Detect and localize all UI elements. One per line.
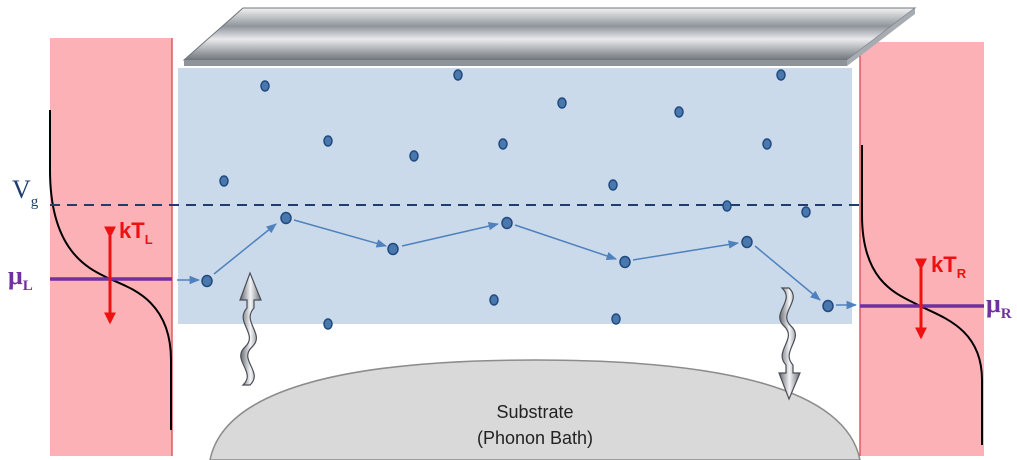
substrate-label: Substrate <box>496 402 573 422</box>
electron-dots <box>201 69 834 330</box>
phonon-absorption-arrow <box>239 271 262 386</box>
electron-dot <box>501 216 513 230</box>
electron-dot <box>619 255 631 269</box>
channel-region <box>178 68 852 324</box>
electron-dot <box>608 179 618 191</box>
transport-path <box>177 219 858 310</box>
electron-dot <box>409 150 419 162</box>
kT-left-label: kTL <box>119 218 153 247</box>
electron-dot <box>822 299 834 313</box>
electron-dot <box>776 69 786 81</box>
path-arrow <box>514 224 617 260</box>
electron-dot <box>323 318 333 330</box>
gate-voltage-label: Vg <box>12 175 39 210</box>
electron-dot <box>489 294 499 306</box>
electron-dot <box>323 135 333 147</box>
substrate-shape <box>209 359 861 460</box>
electron-dot <box>280 211 292 225</box>
mu-right-label: μR <box>986 289 1012 322</box>
electron-dot <box>201 274 213 288</box>
gate-electrode <box>182 7 917 66</box>
electron-dot <box>801 206 811 218</box>
electron-dot <box>741 235 753 249</box>
electron-dot <box>674 106 684 118</box>
electron-dot <box>557 97 567 109</box>
mu-left-label: μL <box>8 261 33 294</box>
path-arrow <box>401 222 500 247</box>
phonon-emission-arrow <box>778 287 801 401</box>
electron-dot <box>260 80 270 92</box>
kT-right-label: kTR <box>931 252 967 281</box>
path-arrow <box>754 245 821 301</box>
right-contact <box>860 42 984 456</box>
electron-dot <box>611 313 621 325</box>
path-arrow <box>293 219 388 248</box>
path-arrow <box>213 223 277 275</box>
electron-dot <box>498 138 508 150</box>
electron-dot <box>722 200 732 212</box>
electron-dot <box>453 69 463 81</box>
electron-dot <box>387 242 399 256</box>
electron-dot <box>219 175 229 187</box>
substrate-sublabel: (Phonon Bath) <box>477 428 593 448</box>
electron-dot <box>762 138 772 150</box>
path-arrow <box>632 240 740 261</box>
